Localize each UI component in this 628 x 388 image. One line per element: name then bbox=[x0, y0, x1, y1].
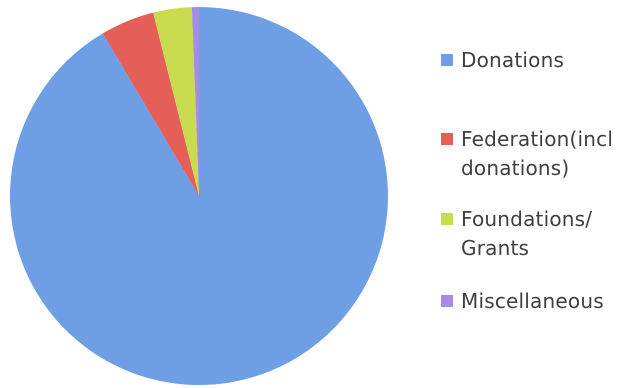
legend-label-federation: Federation(incl donations) bbox=[461, 127, 614, 180]
pie-slice-foundations bbox=[153, 7, 199, 196]
legend-label-miscellaneous: Miscellaneous bbox=[461, 289, 604, 313]
pie-slice-miscellaneous bbox=[191, 6, 199, 196]
legend-label-foundations: Foundations/ Grants bbox=[461, 207, 593, 260]
pie-slice-federation bbox=[102, 12, 199, 197]
legend-swatch-federation bbox=[441, 133, 453, 145]
legend-label-donations: Donations bbox=[461, 48, 565, 72]
legend-swatch-foundations bbox=[441, 213, 453, 225]
legend-swatch-miscellaneous bbox=[441, 295, 453, 307]
pie-slice-donations bbox=[9, 7, 388, 385]
legend-swatch-donations bbox=[441, 54, 453, 66]
